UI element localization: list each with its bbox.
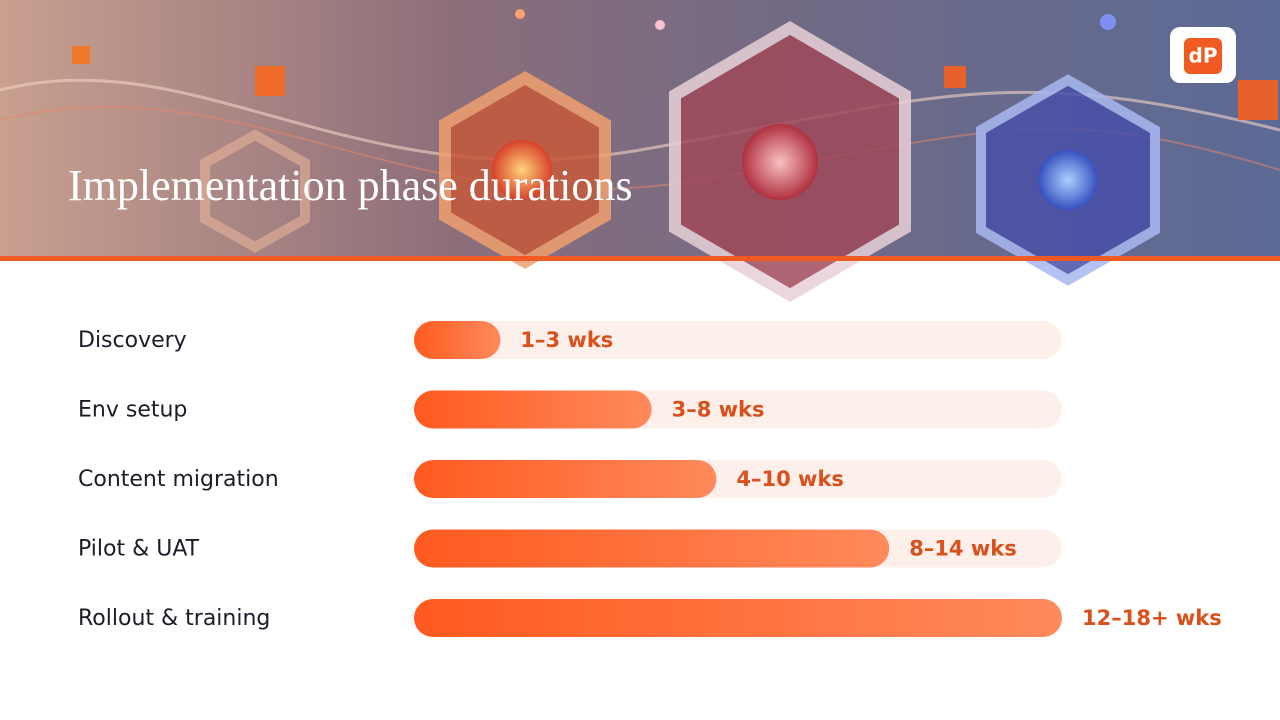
value-label: 8–14 wks	[909, 537, 1017, 561]
category-label: Rollout & training	[78, 606, 270, 631]
bar	[414, 599, 1062, 637]
category-label: Pilot & UAT	[78, 537, 200, 562]
bar	[414, 321, 501, 359]
bar-track	[414, 321, 1062, 359]
bar	[414, 529, 890, 568]
category-label: Discovery	[78, 328, 187, 353]
bar	[414, 390, 652, 429]
value-label: 4–10 wks	[736, 467, 844, 491]
value-label: 3–8 wks	[672, 398, 765, 422]
bar	[414, 460, 717, 498]
logo: dP	[1189, 44, 1218, 68]
plot: Discovery 1–3 wks Env setup 3–8 wks Content …	[78, 321, 1222, 637]
value-label: 12–18+ wks	[1082, 606, 1222, 630]
chart-title: Implementation phase durations	[68, 161, 633, 210]
logo-mark	[1184, 38, 1222, 74]
value-label: 1–3 wks	[520, 328, 613, 352]
header-art	[0, 0, 1280, 302]
category-label: Content migration	[78, 467, 279, 492]
category-label: Env setup	[78, 398, 187, 423]
